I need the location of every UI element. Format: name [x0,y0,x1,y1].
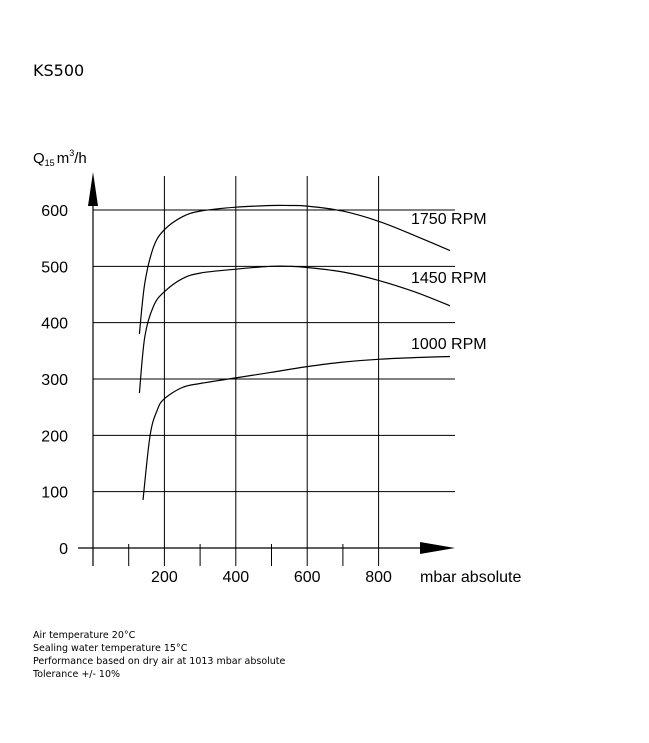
note-tolerance: Tolerance +/- 10% [33,669,121,680]
x-tick-label-200: 200 [151,569,178,586]
x-axis-arrow [420,542,455,554]
y-tick-label-100: 100 [41,485,68,502]
series-label-1450-rpm: 1450 RPM [411,270,487,287]
series-curves [138,204,451,501]
series-line-1450-rpm [138,265,451,394]
y-tick-label-400: 400 [41,316,68,333]
series-line-1750-rpm [138,204,451,334]
x-tick-label-800: 800 [365,569,392,586]
series-line-1000-rpm [142,355,451,501]
chart-title: KS500 [33,61,85,80]
notes-block: Air temperature 20°C Sealing water tempe… [33,629,285,681]
y-tick-label-300: 300 [41,372,68,389]
y-tick-label-200: 200 [41,428,68,445]
x-tick-label-600: 600 [294,569,321,586]
axes [78,172,455,566]
y-tick-label-500: 500 [41,259,68,276]
note-air-temperature: Air temperature 20°C [33,630,136,641]
tick-labels: 0 100 200 300 400 500 600 200 400 600 800 mbar abso… [33,148,521,586]
series-label-1000-rpm: 1000 RPM [411,336,487,353]
note-performance-basis: Performance based on dry air at 1013 mba… [33,656,286,667]
note-sealing-water-temperature: Sealing water temperature 15°C [33,643,188,654]
y-tick-label-0: 0 [59,541,68,558]
series-label-1750-rpm: 1750 RPM [411,211,487,228]
x-axis-label: mbar absolute [420,569,521,586]
x-tick-label-400: 400 [222,569,249,586]
y-axis-label: Q15 m3/h [33,148,87,168]
y-tick-label-600: 600 [41,203,68,220]
grid-lines [93,176,455,566]
y-axis-arrow [88,172,98,206]
